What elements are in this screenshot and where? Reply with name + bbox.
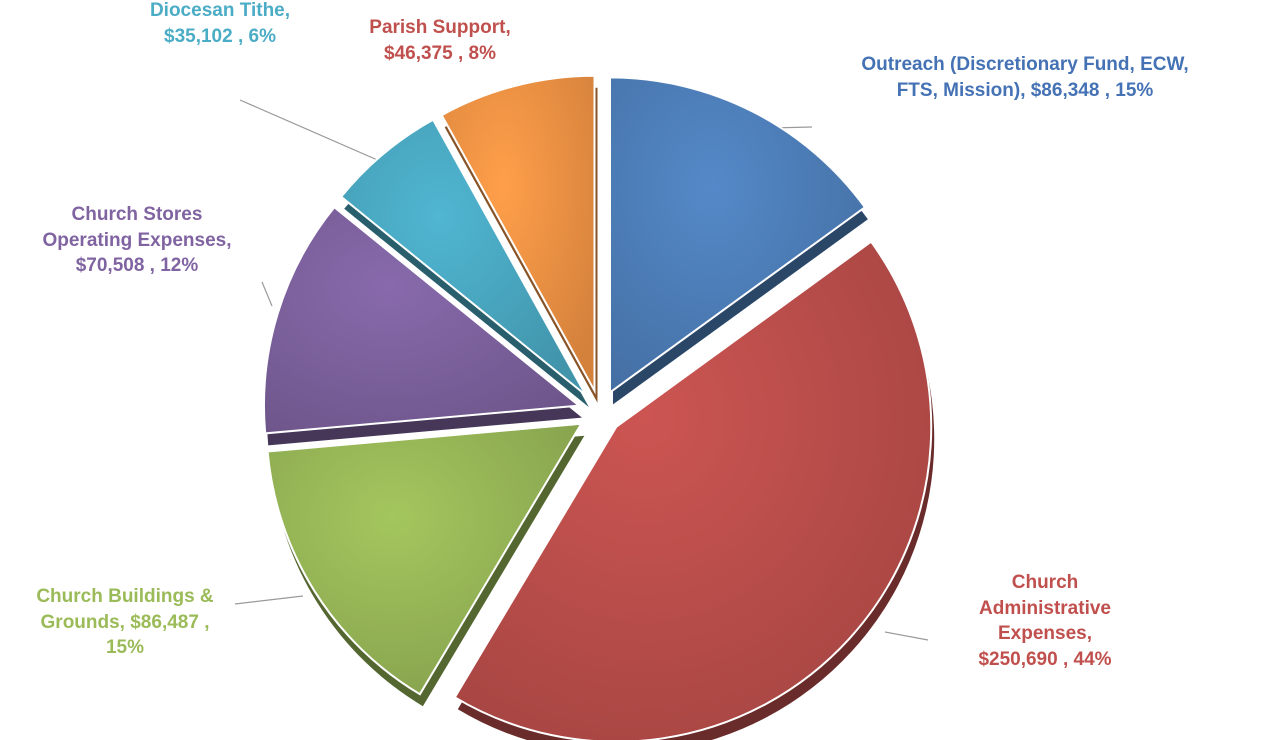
data-label-line: $35,102 , 6% [164, 25, 276, 47]
data-label-parish-support: Parish Support, $46,375 , 8% [330, 15, 550, 66]
data-label-church-buildings: Church Buildings & Grounds, $86,487 , 15… [0, 584, 250, 661]
data-label-outreach: Outreach (Discretionary Fund, ECW, FTS, … [790, 52, 1260, 103]
data-label-line: FTS, Mission), $86,348 , 15% [896, 79, 1154, 101]
data-label-church-stores: Church Stores Operating Expenses, $70,50… [2, 202, 272, 279]
data-label-line: Grounds, $86,487 , [40, 611, 210, 633]
data-label-line: 15% [105, 637, 145, 659]
data-label-line: Expenses, [998, 623, 1092, 645]
data-label-line: Parish Support, [369, 17, 511, 38]
pie-slice-outreach [608, 76, 867, 395]
slice-layer [262, 74, 933, 740]
pie-slice-stores [262, 205, 582, 435]
pie-slice-buildings [266, 422, 584, 696]
data-label-line: Outreach (Discretionary Fund, ECW, [861, 54, 1189, 75]
data-label-line: Administrative [979, 597, 1111, 619]
leader-line-buildings [234, 595, 304, 605]
leader-line-tithe [239, 99, 383, 163]
data-label-line: Diocesan Tithe, [149, 0, 291, 21]
data-label-line: $250,690 , 44% [978, 648, 1112, 670]
data-label-line: Church Buildings & [36, 586, 214, 607]
pie-slice-tithe [339, 118, 587, 396]
data-label-line: $70,508 , 12% [75, 255, 199, 277]
data-label-line: Church [1011, 572, 1079, 593]
data-label-line: $46,375 , 8% [384, 42, 496, 64]
data-label-diocesan-tithe: Diocesan Tithe, $35,102 , 6% [85, 0, 355, 49]
data-label-church-administrative: Church Administrative Expenses, $250,690… [925, 570, 1165, 673]
data-label-line: Church Stores [71, 204, 203, 225]
pie-slice-admin [453, 240, 933, 740]
pie-slice-parish [440, 74, 596, 395]
leader-line-admin [884, 631, 929, 641]
data-label-line: Operating Expenses, [42, 229, 232, 251]
leader-line-stores [261, 281, 273, 307]
